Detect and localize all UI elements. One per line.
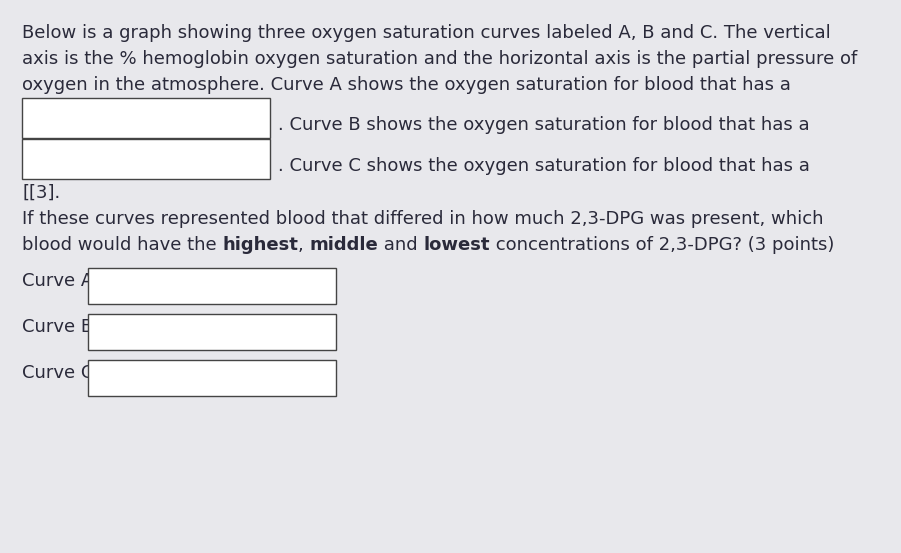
Text: Below is a graph showing three oxygen saturation curves labeled A, B and C. The : Below is a graph showing three oxygen sa… bbox=[22, 24, 831, 42]
Text: highest: highest bbox=[223, 236, 298, 254]
Text: If these curves represented blood that differed in how much 2,3-DPG was present,: If these curves represented blood that d… bbox=[22, 210, 824, 228]
Text: . Curve B shows the oxygen saturation for blood that has a: . Curve B shows the oxygen saturation fo… bbox=[278, 116, 810, 134]
FancyBboxPatch shape bbox=[22, 139, 270, 179]
Text: oxygen in the atmosphere. Curve A shows the oxygen saturation for blood that has: oxygen in the atmosphere. Curve A shows … bbox=[22, 76, 791, 94]
Text: lowest: lowest bbox=[423, 236, 490, 254]
Text: axis is the % hemoglobin oxygen saturation and the horizontal axis is the partia: axis is the % hemoglobin oxygen saturati… bbox=[22, 50, 857, 68]
FancyBboxPatch shape bbox=[88, 360, 336, 396]
Text: concentrations of 2,3-DPG? (3 points): concentrations of 2,3-DPG? (3 points) bbox=[490, 236, 834, 254]
FancyBboxPatch shape bbox=[88, 268, 336, 304]
Text: blood would have the: blood would have the bbox=[22, 236, 223, 254]
Text: and: and bbox=[378, 236, 423, 254]
Text: Curve B:: Curve B: bbox=[22, 318, 99, 336]
Text: [[3].: [[3]. bbox=[22, 184, 60, 202]
Text: middle: middle bbox=[310, 236, 378, 254]
Text: Curve C:: Curve C: bbox=[22, 364, 99, 382]
FancyBboxPatch shape bbox=[22, 98, 270, 138]
FancyBboxPatch shape bbox=[88, 314, 336, 350]
Text: ,: , bbox=[298, 236, 310, 254]
Text: . Curve C shows the oxygen saturation for blood that has a: . Curve C shows the oxygen saturation fo… bbox=[278, 157, 810, 175]
Text: Curve A:: Curve A: bbox=[22, 272, 99, 290]
